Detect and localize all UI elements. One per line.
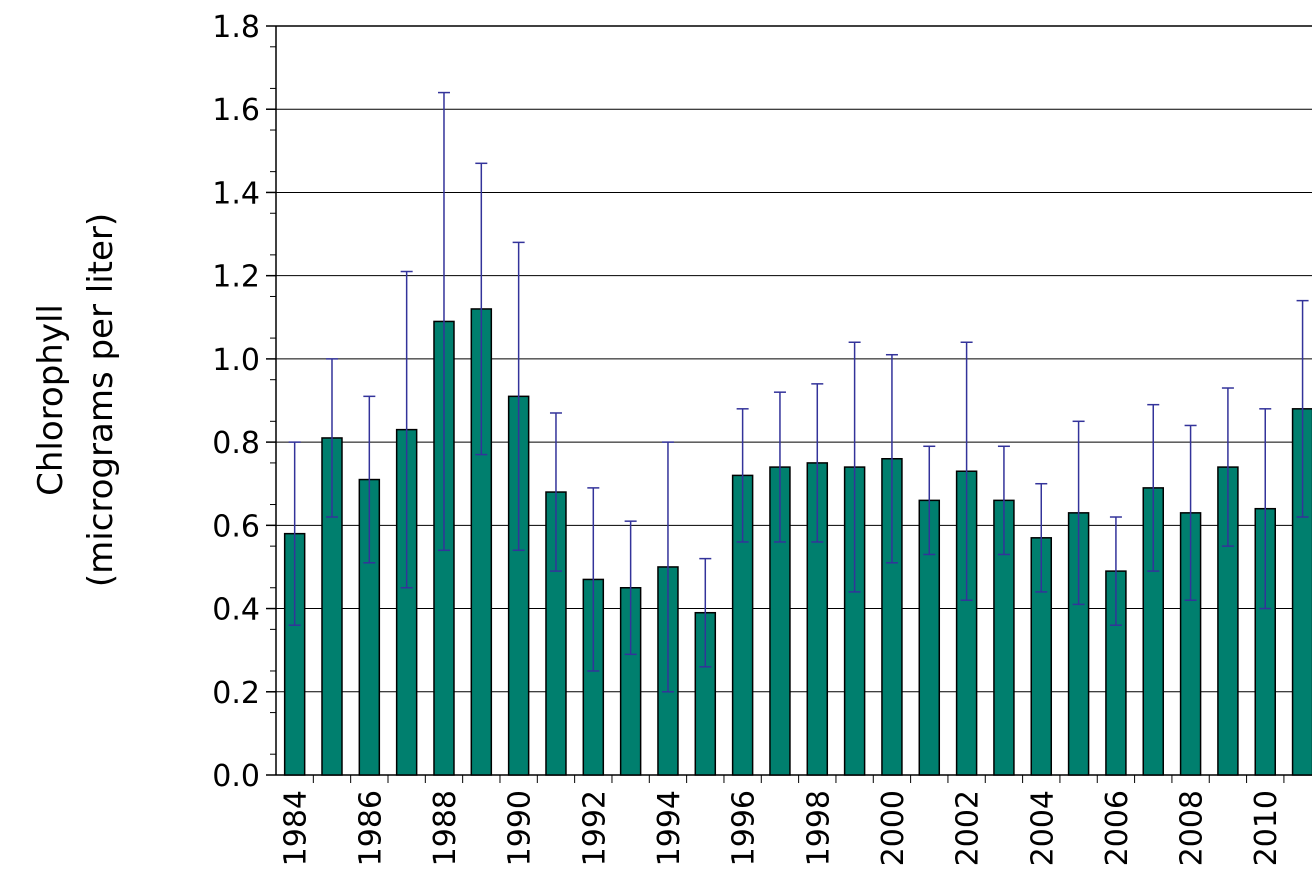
y-tick-label: 1.2 [212, 260, 260, 295]
x-tick-label: 1994 [652, 790, 687, 866]
x-tick-label: 1992 [577, 790, 612, 866]
error-bar [512, 241, 525, 552]
x-tick-label: 1984 [279, 790, 314, 866]
error-bar [437, 91, 450, 552]
x-tick-label: 2006 [1100, 790, 1135, 866]
error-bar [811, 383, 824, 543]
y-tick-label: 0.2 [212, 676, 260, 711]
error-bar [363, 395, 376, 564]
y-tick-label: 0.8 [212, 426, 260, 461]
error-bar [624, 520, 637, 656]
error-bar [288, 441, 301, 626]
x-tick-label: 1990 [503, 790, 538, 866]
y-tick-label: 0.4 [212, 593, 260, 628]
error-bar [960, 341, 973, 601]
y-tick-label: 1.6 [212, 93, 260, 128]
error-bar [587, 487, 600, 672]
x-tick-label: 2002 [951, 790, 986, 866]
x-tick-label: 2000 [876, 790, 911, 866]
x-tick-label: 2010 [1249, 790, 1284, 866]
error-bar [885, 353, 898, 564]
error-bar [699, 557, 712, 668]
x-tick-label: 2008 [1175, 790, 1210, 866]
error-bar [997, 445, 1010, 556]
error-bar [475, 162, 488, 456]
error-bar [400, 270, 413, 589]
x-tick-label: 1988 [428, 790, 463, 866]
error-bar [325, 358, 338, 518]
error-bar [848, 341, 861, 593]
error-bar [1259, 408, 1272, 610]
y-tick-label: 0.6 [212, 509, 260, 544]
x-tick-label: 1998 [801, 790, 836, 866]
error-bar [1147, 403, 1160, 572]
x-tick-label: 1986 [353, 790, 388, 866]
error-bar [1035, 482, 1048, 593]
y-tick-label: 1.8 [212, 10, 260, 45]
error-bar [1221, 387, 1234, 547]
error-bar [549, 412, 562, 572]
y-tick-label: 1.0 [212, 343, 260, 378]
y-axis-label: (micrograms per liter) [81, 213, 121, 587]
x-tick-label: 1996 [727, 790, 762, 866]
error-bar [1109, 516, 1122, 626]
error-bar [1296, 299, 1309, 518]
error-bar [736, 408, 749, 543]
x-tick-label: 2004 [1025, 790, 1060, 866]
y-axis-label: Chlorophyll [31, 304, 71, 496]
error-bar [923, 445, 936, 556]
error-bar [773, 391, 786, 543]
error-bar [661, 441, 674, 693]
y-tick-label: 0.0 [212, 759, 260, 794]
error-bar [1184, 424, 1197, 601]
error-bar [1072, 420, 1085, 606]
y-tick-label: 1.4 [212, 176, 260, 211]
